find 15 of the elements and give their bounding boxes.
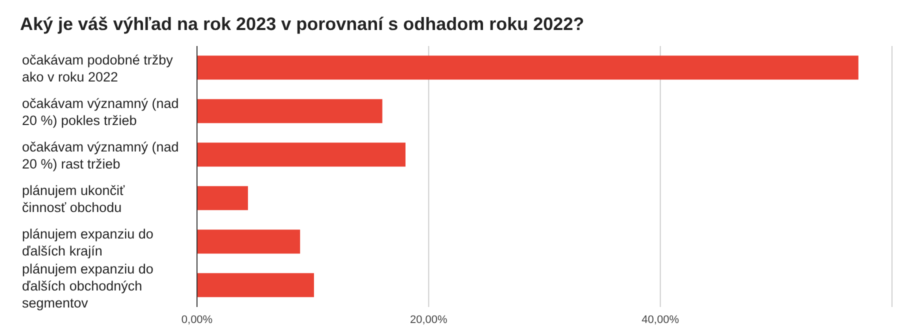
x-tick-label: 20,00% xyxy=(410,314,448,326)
y-tick-label: očakávam podobné tržby ako v roku 2022 xyxy=(22,52,174,84)
bar xyxy=(197,142,406,167)
x-tick-label: 0,00% xyxy=(181,314,213,326)
bar xyxy=(197,230,300,254)
bar xyxy=(197,186,248,210)
chart-title: Aký je váš výhľad na rok 2023 v porovnaní s odhadom roku 2022? xyxy=(20,14,584,35)
bar xyxy=(197,273,314,298)
bar xyxy=(197,99,382,124)
y-tick-label: plánujem ukončiť činnosť obchodu xyxy=(22,182,126,215)
y-tick-label: očakávam významný (nad 20 %) rast tržieb xyxy=(22,139,179,172)
y-tick-label: očakávam významný (nad 20 %) pokles tržieb xyxy=(22,96,179,128)
x-tick-label: 40,00% xyxy=(642,314,680,326)
bar xyxy=(197,56,858,80)
y-tick-label: plánujem expanziu do ďalších obchodných segmentov xyxy=(22,261,154,310)
